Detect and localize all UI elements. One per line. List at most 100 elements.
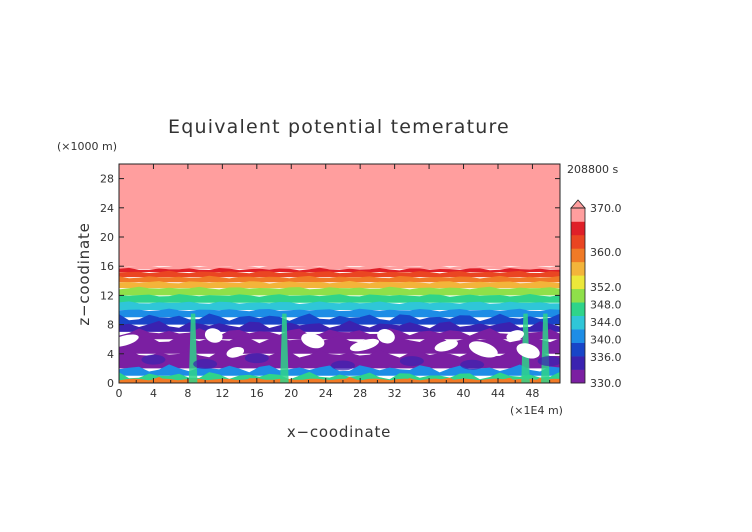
y-tick-8: 8	[107, 319, 560, 332]
colorbar-swatch-0	[571, 369, 585, 384]
colorbar-swatch-2	[571, 342, 585, 357]
y-axis-label: z−coodinate	[75, 222, 93, 325]
x-tick-label: 48	[525, 387, 539, 400]
chart-title: Equivalent potential temerature	[168, 116, 510, 138]
x-tick-label: 16	[250, 387, 264, 400]
colorbar-swatch-6	[571, 288, 585, 303]
y-tick-4: 4	[107, 348, 560, 361]
y-tick-label: 4	[107, 348, 114, 361]
band-8	[119, 308, 560, 318]
band-13	[119, 275, 560, 283]
x-tick-48: 48	[525, 164, 539, 400]
blob-3	[330, 360, 355, 371]
white-region-7	[516, 343, 540, 359]
colorbar-frame	[570, 207, 586, 384]
x-tick-label: 36	[422, 387, 436, 400]
x-tick-label: 40	[457, 387, 471, 400]
colorbar-swatch-10	[571, 234, 585, 249]
band-upper	[119, 164, 560, 267]
x-tick-0: 0	[116, 164, 123, 400]
x-unit-label: (×1E4 m)	[510, 404, 563, 417]
x-tick-28: 28	[353, 164, 367, 400]
x-tick-12: 12	[215, 164, 229, 400]
plume-1	[280, 313, 289, 383]
white-region-8	[119, 334, 139, 347]
band-6	[119, 320, 560, 332]
colorbar-label: 352.0	[590, 281, 622, 294]
white-region-4	[434, 340, 458, 352]
colorbar-label: 344.0	[590, 316, 622, 329]
y-tick-label: 12	[100, 289, 114, 302]
x-axis-label: x−coodinate	[287, 423, 391, 441]
x-tick-label: 0	[116, 387, 123, 400]
y-tick-12: 12	[100, 289, 560, 302]
x-tick-40: 40	[457, 164, 471, 400]
colorbar-label: 360.0	[590, 246, 622, 259]
colorbar-swatch-12	[571, 208, 585, 222]
x-tick-44: 44	[491, 164, 505, 400]
colorbar-swatch-3	[571, 329, 585, 343]
colorbar-swatch-4	[571, 315, 585, 330]
white-region-3	[377, 329, 395, 344]
band-9	[119, 301, 560, 310]
x-tick-20: 20	[284, 164, 298, 400]
x-tick-label: 32	[388, 387, 402, 400]
y-tick-label: 24	[100, 202, 114, 215]
time-label: 208800 s	[567, 163, 618, 176]
colorbar-swatch-1	[571, 356, 585, 370]
band-5	[119, 328, 560, 340]
surface-layer	[119, 378, 560, 383]
band-11	[119, 286, 560, 296]
colorbar-swatch-7	[571, 275, 585, 290]
x-axis: 0 4 8 12 16 20 24 28 32 36 40 44 48	[116, 164, 551, 400]
y-tick-0: 0	[107, 377, 560, 390]
y-tick-20: 20	[100, 231, 560, 244]
y-unit-label: (×1000 m)	[57, 140, 117, 153]
blob-0	[141, 354, 166, 365]
y-tick-16: 16	[100, 260, 560, 273]
y-tick-24: 24	[100, 202, 560, 215]
x-tick-32: 32	[388, 164, 402, 400]
contour-bands	[119, 164, 560, 383]
blob-2	[244, 353, 269, 364]
x-tick-8: 8	[184, 164, 191, 400]
x-tick-24: 24	[319, 164, 333, 400]
band-12	[119, 280, 560, 289]
blob-5	[460, 359, 485, 370]
y-axis: 0 4 8 12 16 20 24 28	[100, 173, 560, 390]
colorbar-label: 336.0	[590, 351, 622, 364]
blob-4	[399, 356, 424, 367]
band-15	[119, 267, 560, 273]
blob-6	[537, 356, 560, 367]
white-region-0	[226, 346, 245, 358]
x-tick-36: 36	[422, 164, 436, 400]
colorbar-swatch-8	[571, 261, 585, 276]
colorbar-label: 348.0	[590, 298, 622, 311]
colorbar-label: 370.0	[590, 202, 622, 215]
convective-plumes	[141, 313, 560, 383]
x-tick-label: 20	[284, 387, 298, 400]
x-tick-16: 16	[250, 164, 264, 400]
white-regions	[119, 328, 540, 359]
y-tick-28: 28	[100, 173, 560, 186]
y-tick-label: 0	[107, 377, 114, 390]
colorbar-extend-arrow	[570, 199, 586, 209]
colorbar-swatch-5	[571, 302, 585, 316]
band-16	[119, 264, 560, 270]
blob-1	[193, 359, 218, 370]
colorbar-swatch-9	[571, 248, 585, 263]
x-tick-label: 44	[491, 387, 505, 400]
colorbar: 330.0 336.0 340.0 344.0 348.0 352.0 360.0 370.0	[570, 199, 622, 390]
y-tick-label: 8	[107, 319, 114, 332]
white-region-5	[468, 341, 498, 358]
plot-frame	[118, 163, 561, 384]
x-tick-label: 24	[319, 387, 333, 400]
colorbar-label: 330.0	[590, 377, 622, 390]
white-region-1	[301, 333, 325, 349]
band-2	[119, 364, 560, 376]
x-tick-label: 12	[215, 387, 229, 400]
y-tick-label: 28	[100, 173, 114, 186]
x-tick-label: 28	[353, 387, 367, 400]
